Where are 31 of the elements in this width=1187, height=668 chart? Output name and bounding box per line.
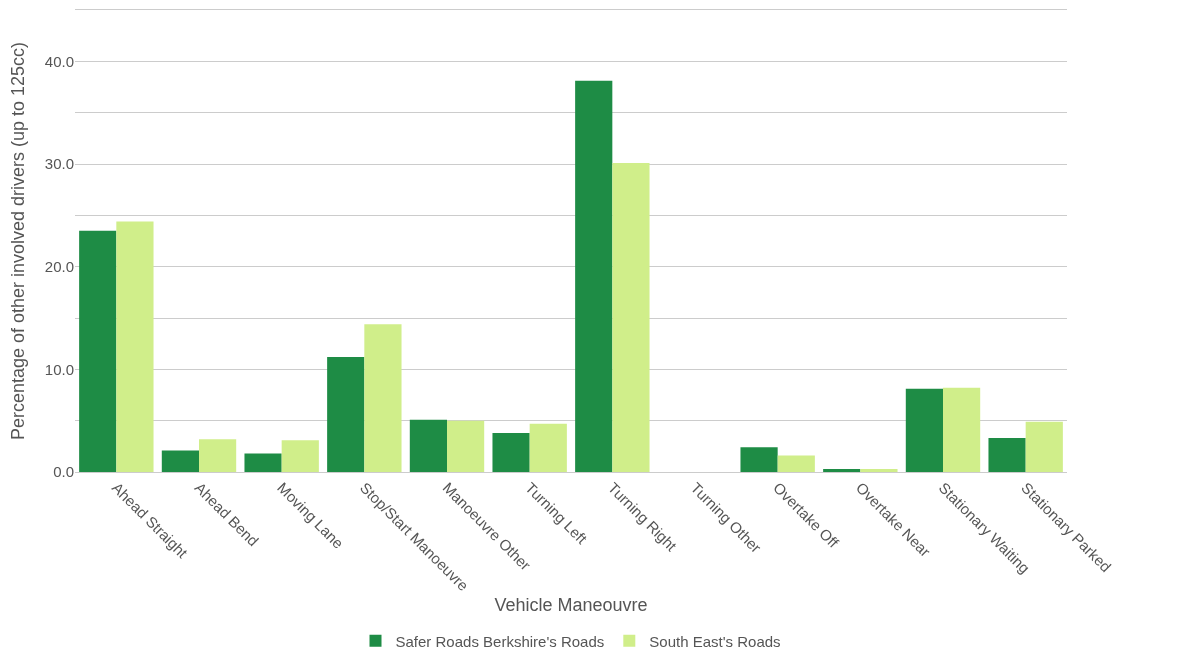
bar [905,388,943,472]
bar [199,439,237,472]
bar [492,432,530,472]
bar [529,423,567,472]
bar [988,438,1026,472]
bar [823,468,861,472]
bar [1025,421,1063,472]
y-tick-label: 30.0 [44,155,74,173]
x-axis-title: Vehicle Maneouvre [494,595,648,616]
bar [777,455,815,472]
legend-label: Safer Roads Berkshire's Roads [395,632,605,650]
bar [161,450,199,472]
bar [327,357,365,472]
y-axis-title: Percentage of other involved drivers (up to 125cc) [8,41,28,441]
bar [612,162,650,472]
bar [116,221,154,472]
bar [860,468,898,472]
legend-label: South East's Roads [649,632,781,650]
bar [943,387,981,472]
y-tick-label: 0.0 [53,463,74,481]
y-tick-label: 20.0 [44,257,74,275]
y-tick-label: 40.0 [44,52,74,70]
bar [575,80,613,472]
bar [281,440,319,472]
bar [364,324,402,472]
bar [740,447,778,472]
y-tick-label: 10.0 [44,360,74,378]
bar [409,419,447,472]
bar [447,420,485,472]
bar [244,453,282,472]
bar [79,230,117,472]
